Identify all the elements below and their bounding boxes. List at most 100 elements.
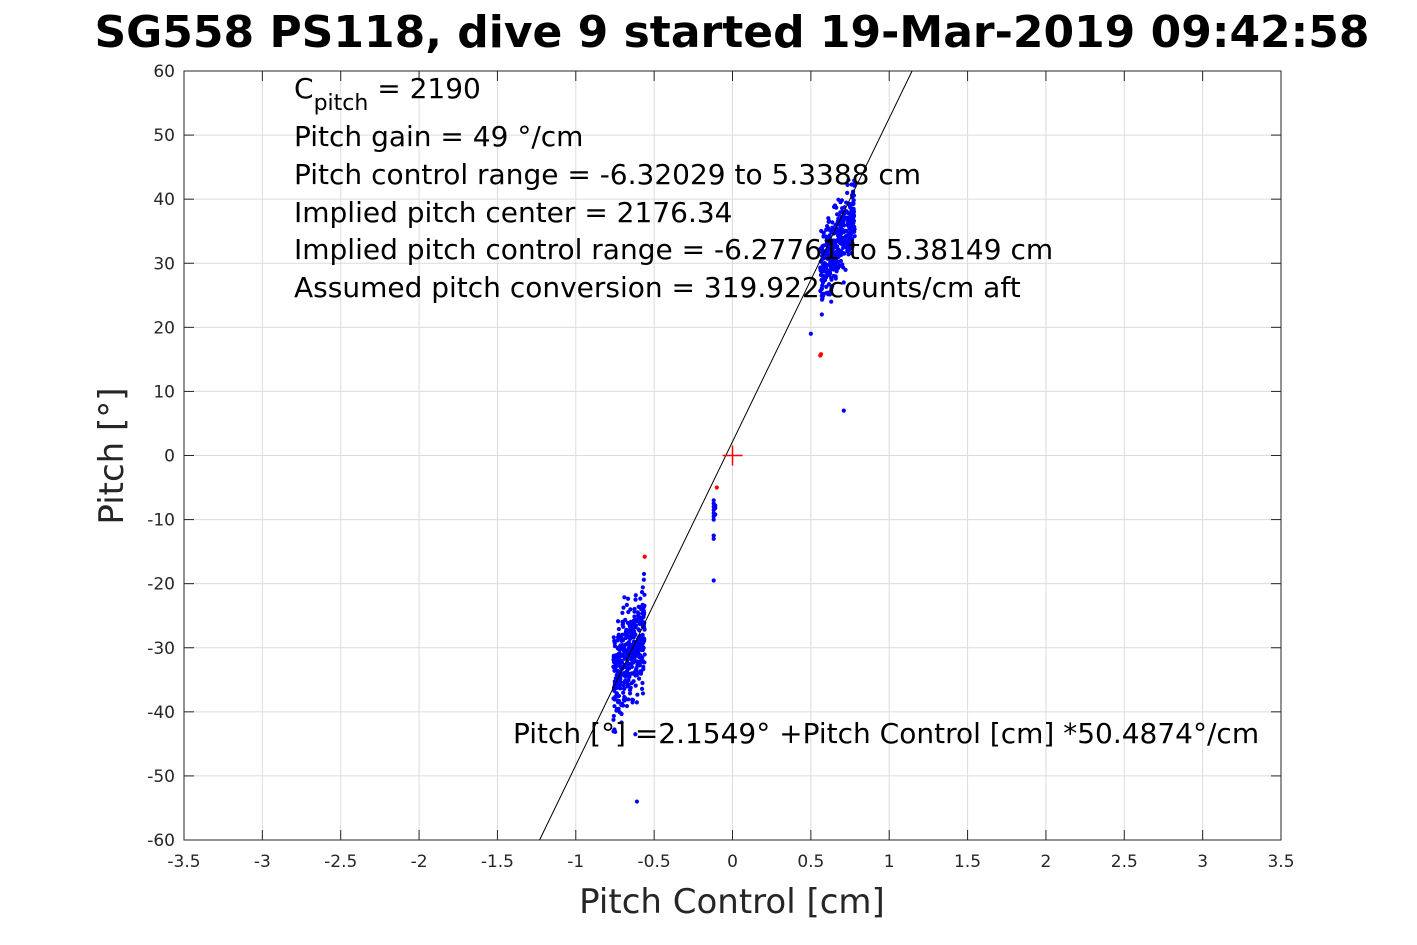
data-point: [842, 251, 847, 256]
data-point: [622, 595, 627, 600]
y-tick-label: -50: [147, 767, 175, 787]
data-point: [845, 190, 850, 195]
data-point: [619, 720, 624, 725]
data-point: [634, 644, 639, 649]
data-point: [826, 218, 832, 224]
data-point: [713, 503, 718, 508]
data-point: [633, 593, 638, 598]
data-point: [826, 270, 831, 275]
data-point: [641, 667, 646, 672]
data-point: [850, 240, 855, 246]
data-point: [818, 352, 824, 357]
data-point: [711, 533, 716, 538]
data-point: [642, 636, 647, 641]
data-point: [616, 657, 622, 662]
data-point: [620, 642, 625, 648]
data-point: [635, 692, 640, 697]
data-point: [612, 704, 617, 709]
data-point: [634, 667, 639, 672]
data-point: [633, 683, 638, 688]
data-point: [713, 512, 718, 517]
data-point: [843, 241, 848, 246]
x-tick-label: 2.5: [1111, 852, 1138, 872]
data-point: [825, 256, 830, 261]
y-tick-label: 10: [153, 382, 175, 402]
data-point: [639, 647, 644, 653]
data-point: [629, 630, 634, 635]
data-point: [625, 596, 631, 601]
y-tick-labels: -60 -50 -40 -30 -20 -10 0 10 20 30 40 50 60: [147, 62, 175, 851]
cpitch-annotation: Cpitch = 2190: [294, 72, 481, 116]
x-tick-label: -2.5: [324, 852, 357, 872]
data-point: [836, 259, 841, 265]
data-point: [714, 485, 719, 490]
data-point: [634, 672, 640, 677]
data-point: [830, 284, 835, 289]
data-point: [711, 578, 716, 583]
data-point: [850, 217, 856, 222]
data-point: [632, 614, 637, 619]
data-point: [627, 691, 633, 696]
fit-equation-annotation: Pitch [°] =2.1549° +Pitch Control [cm] *…: [513, 717, 1259, 750]
data-point: [642, 660, 647, 665]
x-tick-label: 2: [1041, 852, 1052, 872]
data-point: [622, 686, 627, 692]
x-tick-label: -0.5: [638, 852, 671, 872]
data-point: [830, 247, 835, 252]
data-point: [635, 610, 640, 615]
data-point: [614, 707, 620, 712]
data-point: [845, 182, 850, 187]
data-point: [851, 193, 857, 198]
data-point: [839, 198, 845, 203]
data-point: [845, 249, 850, 254]
data-point: [619, 711, 624, 717]
data-point: [611, 664, 616, 669]
data-point: [627, 687, 633, 693]
x-tick-label: 0: [727, 852, 738, 872]
data-point: [848, 205, 853, 210]
data-point: [619, 660, 625, 665]
data-point: [841, 408, 846, 413]
data-point: [838, 250, 843, 255]
data-point: [631, 621, 636, 626]
grid-lines: [183, 70, 1282, 841]
data-point: [827, 233, 832, 238]
data-point: [631, 679, 636, 684]
data-point: [838, 232, 843, 237]
data-point: [830, 220, 835, 225]
data-point: [632, 609, 637, 614]
y-tick-label: -40: [147, 703, 175, 723]
data-point: [633, 732, 638, 737]
data-point: [621, 605, 626, 610]
data-point: [611, 729, 616, 734]
x-tick-label: -1: [567, 852, 584, 872]
data-point: [711, 536, 716, 541]
data-point: [838, 226, 844, 231]
data-point: [825, 263, 830, 268]
data-point: [639, 686, 645, 691]
data-point: [639, 589, 645, 595]
axis-ticks: [183, 70, 1282, 841]
data-point: [611, 717, 616, 722]
data-point: [627, 644, 632, 649]
data-point: [640, 585, 645, 590]
data-point: [826, 282, 832, 287]
data-point: [832, 262, 837, 267]
y-tick-label: 50: [153, 126, 175, 146]
data-point: [620, 632, 625, 637]
data-point: [619, 636, 624, 641]
chart-title: SG558 PS118, dive 9 started 19-Mar-2019 …: [94, 7, 1369, 58]
data-point: [640, 615, 646, 620]
data-point: [642, 592, 647, 597]
data-point: [615, 638, 620, 643]
y-tick-label: -20: [147, 575, 175, 595]
x-tick-label: 1: [884, 852, 895, 872]
data-point: [640, 680, 645, 686]
data-point: [630, 652, 635, 657]
data-point: [849, 250, 854, 256]
data-point: [626, 697, 631, 702]
data-point: [620, 703, 626, 708]
data-point: [626, 661, 631, 666]
data-point: [829, 275, 834, 281]
